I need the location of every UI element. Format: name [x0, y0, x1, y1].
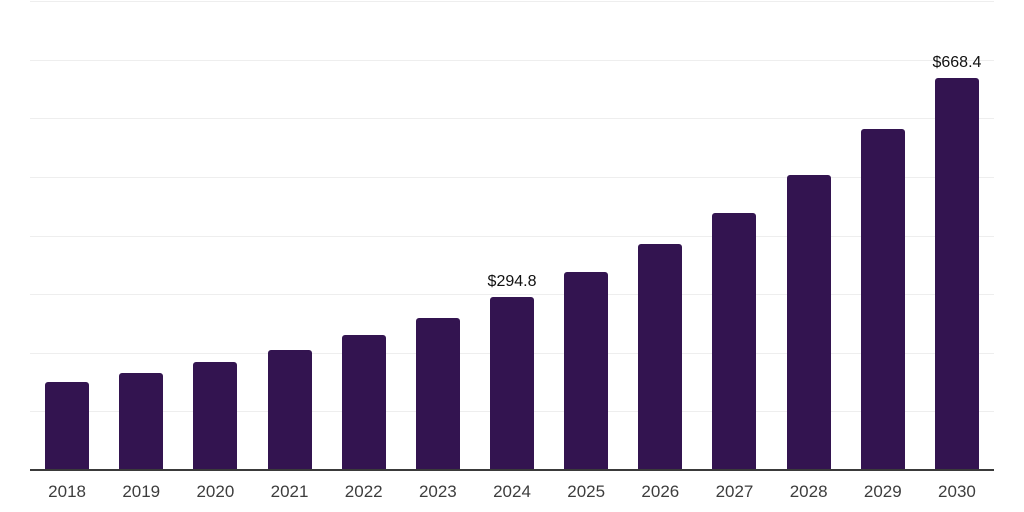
- x-tick-2030: 2030: [938, 482, 976, 501]
- bar-2024: [490, 297, 535, 470]
- x-tick-2024: 2024: [493, 482, 531, 501]
- bar-slot-2023: [401, 1, 475, 470]
- bar-slot-2020: [178, 1, 252, 470]
- x-tick-2023: 2023: [418, 482, 457, 501]
- gridline-300: [30, 294, 994, 296]
- bar-slot-2026: [623, 1, 697, 470]
- bar-2021: [267, 350, 312, 470]
- value-label-2030: $668.4: [932, 54, 982, 72]
- bar-2019: [119, 372, 164, 470]
- x-tick-2021: 2021: [270, 482, 309, 501]
- bar-series: $294.8 $668.4: [30, 1, 994, 470]
- bar-2030: [934, 78, 979, 470]
- bar-2022: [341, 334, 386, 470]
- gridline-600: [30, 118, 994, 120]
- gridline-700: [30, 59, 994, 61]
- bar-slot-2025: [549, 1, 623, 470]
- x-tick-2025: 2025: [567, 482, 606, 501]
- bar-slot-2029: [846, 1, 920, 470]
- gridline-800: [30, 1, 994, 2]
- gridline-400: [30, 235, 994, 237]
- bar-slot-2027: [697, 1, 771, 470]
- bar-slot-2024: $294.8: [475, 1, 549, 470]
- x-axis-line: [30, 469, 994, 471]
- x-axis-tick-labels: 2018 2019 2020 2021 2022 2023 2024 2025 2026 2027…: [30, 482, 994, 502]
- bar-slot-2030: $668.4: [920, 1, 994, 470]
- bar-slot-2021: [252, 1, 326, 470]
- bar-2028: [786, 175, 831, 470]
- bar-slot-2028: [772, 1, 846, 470]
- bar-slot-2019: [104, 1, 178, 470]
- x-tick-2019: 2019: [122, 482, 161, 501]
- bar-2020: [193, 362, 238, 470]
- bar-2023: [415, 317, 460, 470]
- x-tick-2026: 2026: [641, 482, 680, 501]
- bar-slot-2022: [327, 1, 401, 470]
- bar-2026: [638, 244, 683, 470]
- x-tick-2027: 2027: [715, 482, 754, 501]
- x-tick-2018: 2018: [48, 482, 86, 501]
- x-tick-2022: 2022: [344, 482, 383, 501]
- bar-2027: [712, 212, 757, 470]
- bar-2018: [45, 382, 90, 470]
- bar-2025: [564, 272, 609, 470]
- x-tick-2029: 2029: [863, 482, 902, 501]
- bar-slot-2018: [30, 1, 104, 470]
- gridline-500: [30, 176, 994, 178]
- bar-2029: [860, 129, 905, 470]
- x-tick-2028: 2028: [789, 482, 828, 501]
- value-label-2024: $294.8: [487, 273, 537, 291]
- x-tick-2020: 2020: [196, 482, 235, 501]
- plot-area: $294.8 $668.4: [30, 1, 994, 470]
